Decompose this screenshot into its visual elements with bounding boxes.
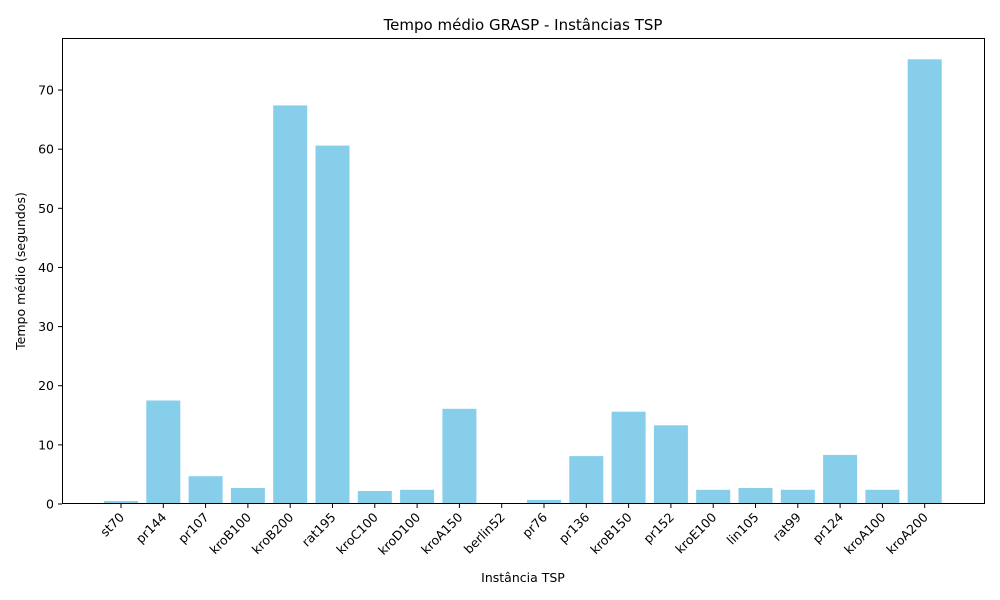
x-tick-label: rat195 bbox=[299, 510, 339, 550]
x-tick-label: kroA200 bbox=[883, 509, 931, 557]
bar-kroC100 bbox=[357, 491, 392, 504]
y-tick-label: 50 bbox=[38, 201, 54, 216]
y-axis-label: Tempo médio (segundos) bbox=[13, 192, 28, 351]
x-tick-label: kroB150 bbox=[587, 509, 635, 557]
bar-kroD100 bbox=[400, 489, 435, 504]
x-tick-label: lin105 bbox=[724, 510, 762, 548]
bar-kroB200 bbox=[273, 105, 308, 505]
y-tick-label: 70 bbox=[38, 83, 54, 98]
bar-st70 bbox=[104, 501, 138, 504]
y-axis: 0 10 20 30 40 50 60 70 bbox=[38, 83, 62, 512]
y-tick-label: 40 bbox=[38, 260, 54, 275]
bars bbox=[104, 59, 942, 505]
bar-kroB150 bbox=[611, 411, 646, 504]
x-tick-label: kroE100 bbox=[672, 509, 719, 556]
x-tick-label: pr136 bbox=[556, 509, 593, 546]
y-tick-label: 20 bbox=[38, 378, 54, 393]
x-tick-label: pr124 bbox=[809, 509, 846, 546]
y-tick-label: 0 bbox=[46, 497, 54, 512]
x-tick-label: pr144 bbox=[133, 509, 170, 546]
bar-pr144 bbox=[146, 400, 181, 504]
x-tick-label: berlin52 bbox=[461, 510, 508, 557]
bar-pr136 bbox=[569, 456, 604, 504]
x-tick-label: kroB200 bbox=[249, 509, 297, 557]
x-tick-label: rat99 bbox=[770, 509, 804, 543]
plot-frame bbox=[62, 38, 985, 504]
bar-kroE100 bbox=[696, 489, 731, 504]
x-axis-label: Instância TSP bbox=[481, 570, 565, 585]
x-tick-label: kroB100 bbox=[207, 509, 255, 557]
y-tick-label: 60 bbox=[38, 142, 54, 157]
x-tick-label: kroC100 bbox=[333, 509, 381, 557]
bar-lin105 bbox=[738, 488, 773, 504]
x-tick-label: st70 bbox=[97, 509, 127, 539]
x-tick-label: kroD100 bbox=[375, 509, 423, 557]
bar-kroB100 bbox=[230, 488, 265, 504]
x-tick-label: kroA100 bbox=[841, 509, 889, 557]
bar-pr152 bbox=[653, 425, 688, 504]
chart-title: Tempo médio GRASP - Instâncias TSP bbox=[383, 16, 663, 34]
bar-kroA100 bbox=[865, 489, 900, 504]
bar-pr124 bbox=[823, 454, 858, 504]
bar-pr76 bbox=[527, 499, 561, 504]
bar-pr107 bbox=[188, 476, 223, 504]
bar-kroA150 bbox=[442, 408, 477, 504]
x-tick-label: pr152 bbox=[640, 510, 677, 547]
bar-rat99 bbox=[780, 489, 815, 504]
bar-rat195 bbox=[315, 145, 350, 504]
x-tick-label: pr76 bbox=[519, 509, 550, 540]
bar-kroA200 bbox=[907, 59, 942, 505]
x-tick-label: pr107 bbox=[175, 510, 212, 547]
x-tick-label: kroA150 bbox=[418, 509, 466, 557]
y-tick-label: 10 bbox=[38, 437, 54, 452]
y-tick-label: 30 bbox=[38, 319, 54, 334]
